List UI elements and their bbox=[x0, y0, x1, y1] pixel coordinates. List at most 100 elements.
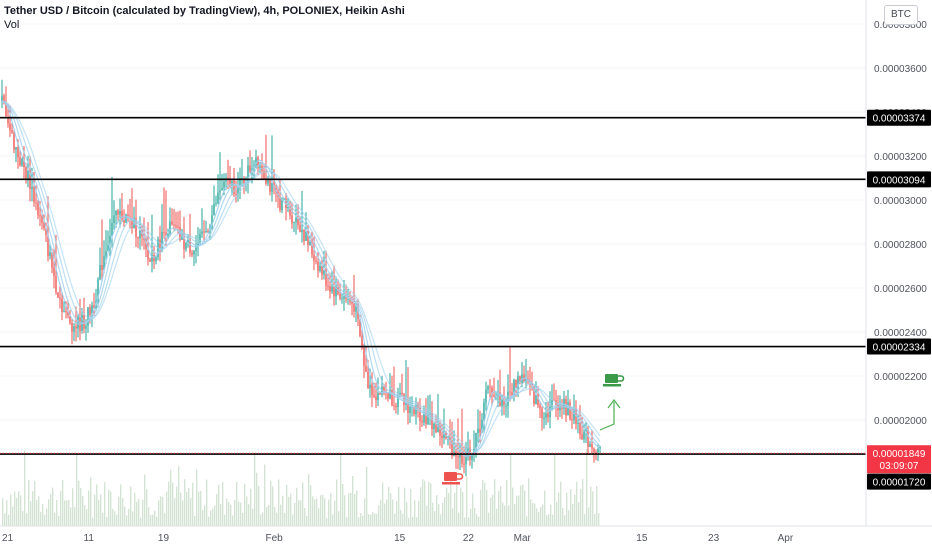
volume-bar bbox=[32, 491, 34, 526]
volume-bar bbox=[252, 508, 254, 526]
candle-body bbox=[517, 376, 519, 388]
volume-bar bbox=[180, 492, 182, 526]
volume-bar bbox=[114, 511, 116, 526]
candle-body bbox=[193, 251, 195, 255]
volume-bar bbox=[184, 479, 186, 526]
y-axis-bg bbox=[866, 0, 932, 526]
volume-bar bbox=[572, 503, 574, 526]
volume-bar bbox=[120, 484, 122, 526]
candle-body bbox=[229, 178, 231, 186]
candle-body bbox=[433, 423, 435, 429]
volume-bar bbox=[518, 495, 520, 526]
x-axis[interactable]: 21 11 19 Feb 15 22 Mar 15 23 Apr bbox=[0, 525, 932, 544]
volume-bar bbox=[584, 514, 586, 526]
candle-body bbox=[375, 396, 377, 401]
volume-bar bbox=[506, 480, 508, 526]
level-tag-text: 0.00003374 bbox=[873, 114, 926, 125]
volume-bar bbox=[480, 489, 482, 526]
volume-bar bbox=[362, 515, 364, 526]
volume-bar bbox=[88, 490, 90, 526]
volume-bar bbox=[380, 499, 382, 526]
candle-body bbox=[109, 235, 111, 246]
candle-body bbox=[395, 405, 397, 408]
volume-bar bbox=[8, 514, 10, 526]
volume-bar bbox=[14, 491, 16, 526]
volume-bar bbox=[514, 504, 516, 526]
candle-body bbox=[325, 270, 327, 286]
volume-bar bbox=[140, 517, 142, 526]
candle-body bbox=[11, 130, 13, 133]
candle-body bbox=[221, 188, 223, 191]
volume-bar bbox=[378, 505, 380, 526]
volume-bar bbox=[528, 478, 530, 526]
volume-bar bbox=[490, 497, 492, 526]
candle-body bbox=[539, 405, 541, 409]
volume-bar bbox=[370, 514, 372, 526]
y-tick-label: 0.00002400 bbox=[874, 328, 927, 339]
candle-body bbox=[215, 202, 217, 204]
volume-bar bbox=[544, 490, 546, 526]
volume-bar bbox=[104, 482, 106, 526]
y-axis[interactable]: 0.000038000.000036000.000034000.00003200… bbox=[865, 0, 932, 526]
candle-body bbox=[175, 225, 177, 227]
volume-bar bbox=[540, 506, 542, 526]
volume-bar bbox=[338, 511, 340, 526]
volume-bar bbox=[256, 472, 258, 526]
volume-bar bbox=[352, 476, 354, 526]
candle-body bbox=[177, 226, 179, 228]
volume-bar bbox=[70, 507, 72, 526]
candles bbox=[1, 79, 601, 476]
candle-body bbox=[361, 336, 363, 348]
volume-bar bbox=[526, 516, 528, 526]
volume-bar bbox=[72, 488, 74, 526]
volume-bar bbox=[80, 488, 82, 526]
candle-body bbox=[355, 304, 357, 312]
cup-saucer bbox=[603, 384, 621, 387]
candle-body bbox=[1, 95, 3, 101]
horizontal-levels[interactable] bbox=[0, 116, 866, 455]
volume-bar bbox=[198, 491, 200, 526]
volume-bar bbox=[156, 516, 158, 526]
volume-bar bbox=[426, 505, 428, 526]
volume-bar bbox=[42, 503, 44, 526]
price-tags: 0.000033740.000030940.000023340.00001845… bbox=[867, 109, 931, 490]
volume-bar bbox=[58, 516, 60, 526]
candle-body bbox=[591, 444, 593, 449]
candle-body bbox=[279, 196, 281, 211]
volume-bar bbox=[270, 481, 272, 526]
volume-bar bbox=[326, 517, 328, 526]
candle-body bbox=[583, 431, 585, 440]
candle-body bbox=[45, 228, 47, 235]
level-tag bbox=[867, 171, 931, 188]
candle-body bbox=[37, 202, 39, 216]
volume-bar bbox=[546, 515, 548, 526]
volume-bar bbox=[522, 484, 524, 526]
candle-body bbox=[573, 408, 575, 420]
volume-bar bbox=[476, 514, 478, 526]
candle-body bbox=[227, 177, 229, 179]
candle-body bbox=[579, 422, 581, 435]
volume-bar bbox=[220, 504, 222, 526]
volume-bar bbox=[36, 500, 38, 526]
candle-body bbox=[105, 251, 107, 256]
candle-body bbox=[223, 181, 225, 189]
volume-bar bbox=[208, 516, 210, 526]
candle-body bbox=[543, 417, 545, 419]
volume-bar bbox=[448, 493, 450, 526]
candle-body bbox=[77, 316, 79, 329]
volume-bar bbox=[258, 485, 260, 526]
candle-body bbox=[477, 428, 479, 433]
y-tick-label: 0.00002200 bbox=[874, 372, 927, 383]
candle-body bbox=[165, 232, 167, 236]
currency-button[interactable]: BTC bbox=[884, 5, 918, 25]
volume-bar bbox=[414, 500, 416, 526]
volume-bar bbox=[594, 514, 596, 526]
volume-bar bbox=[24, 450, 26, 526]
volume-bar bbox=[94, 494, 96, 526]
volume-bar bbox=[112, 508, 114, 526]
volume-bar bbox=[110, 491, 112, 526]
candle-body bbox=[311, 241, 313, 255]
volume-bar bbox=[188, 487, 190, 526]
volume-bar bbox=[200, 490, 202, 526]
